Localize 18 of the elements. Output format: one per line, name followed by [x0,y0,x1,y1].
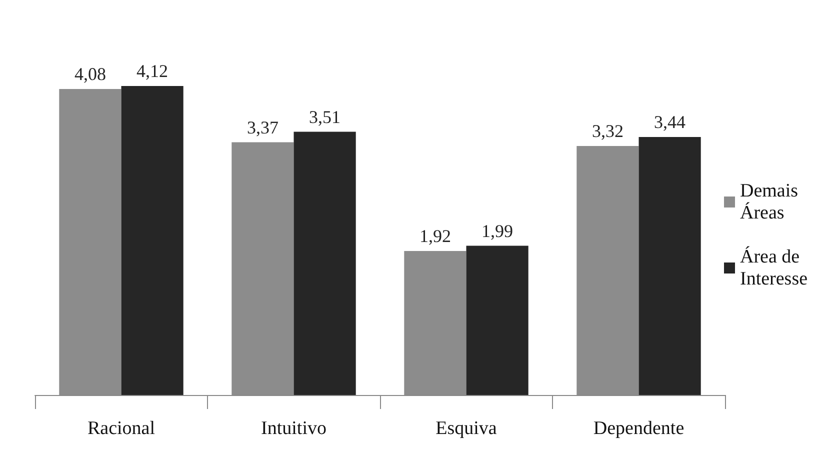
data-label: 1,99 [482,220,514,241]
legend-label: Demais Áreas [740,180,803,224]
data-label: 3,44 [654,112,686,132]
data-label: 3,37 [246,117,278,138]
bar [121,86,184,395]
x-tick-label: Racional [87,418,156,439]
x-tick-label: Intuitivo [261,418,326,439]
data-label: 3,32 [592,121,624,141]
legend-label: Área de Interesse [740,246,808,290]
data-label: 4,12 [136,61,168,81]
data-label: 4,08 [74,64,106,84]
x-tick-label: Dependente [593,418,684,439]
bar [638,137,701,395]
data-label: 3,51 [309,106,341,127]
data-label: 1,92 [419,226,451,246]
bar [466,246,528,395]
x-tick-label: Esquiva [436,418,498,439]
bar [294,132,356,395]
